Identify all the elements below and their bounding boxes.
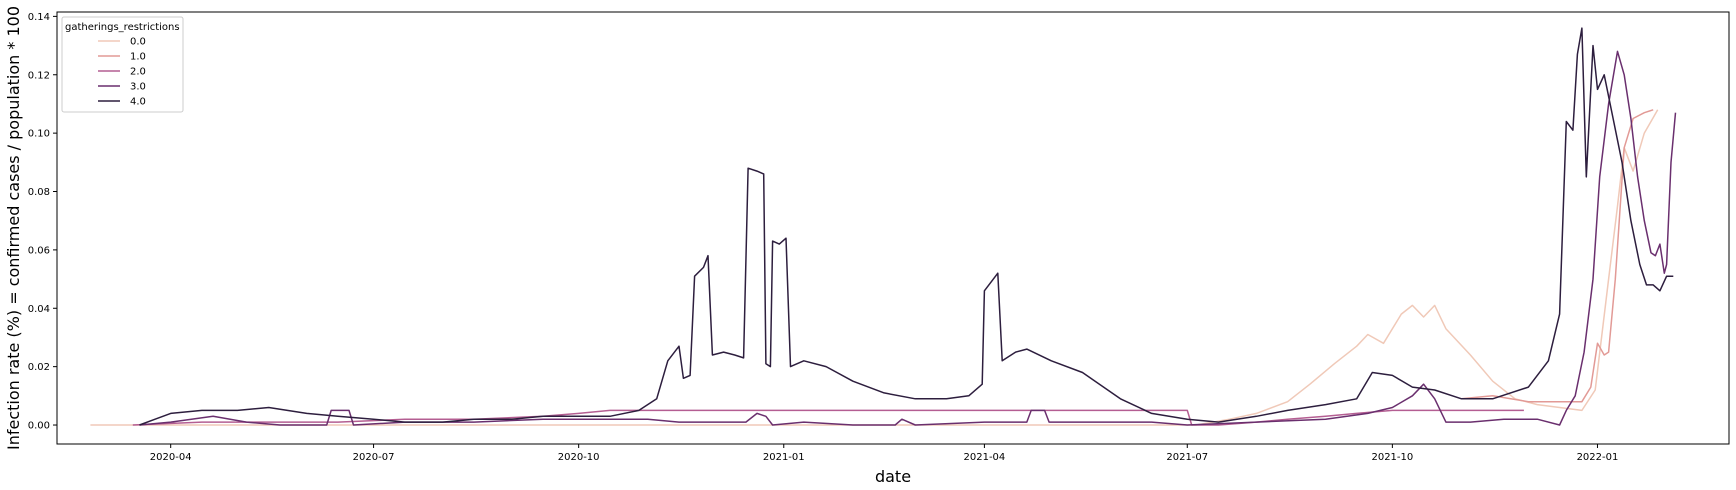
y-tick-label: 0.10 [28, 129, 50, 140]
legend-label: 0.0 [130, 37, 146, 48]
x-tick-label: 2021-04 [964, 452, 1006, 463]
y-tick-label: 0.00 [28, 421, 50, 432]
y-tick-label: 0.06 [28, 245, 50, 256]
x-tick-label: 2021-07 [1166, 452, 1208, 463]
series-line-2-0 [132, 409, 1524, 426]
y-tick-label: 0.14 [28, 12, 50, 23]
y-tick-label: 0.02 [28, 362, 50, 373]
x-tick-label: 2021-01 [763, 452, 805, 463]
legend: gatherings_restrictions 0.0 1.0 2.0 3.0 4.0 [61, 16, 184, 113]
series-line-4-0 [139, 27, 1674, 426]
x-axis-title: date [875, 467, 911, 486]
y-tick-label: 0.12 [28, 70, 50, 81]
y-tick-label: 0.08 [28, 187, 50, 198]
legend-label: 3.0 [130, 82, 146, 93]
x-tick-label: 2022-01 [1577, 452, 1619, 463]
plot-area [57, 12, 1729, 444]
x-tick-label: 2020-04 [150, 452, 192, 463]
x-tick-label: 2021-10 [1371, 452, 1413, 463]
series-line-0-0 [90, 109, 1659, 426]
plot-frame [56, 11, 1730, 445]
legend-title: gatherings_restrictions [65, 22, 180, 33]
legend-label: 4.0 [130, 97, 146, 108]
legend-box [61, 16, 184, 113]
x-tick-label: 2020-07 [353, 452, 395, 463]
legend-label: 1.0 [130, 52, 146, 63]
y-axis-title: Infection rate (%) = confirmed cases / p… [4, 6, 23, 450]
series-line-3-0 [139, 50, 1677, 426]
y-tick-label: 0.04 [28, 304, 50, 315]
x-tick-label: 2020-10 [558, 452, 600, 463]
legend-label: 2.0 [130, 67, 146, 78]
